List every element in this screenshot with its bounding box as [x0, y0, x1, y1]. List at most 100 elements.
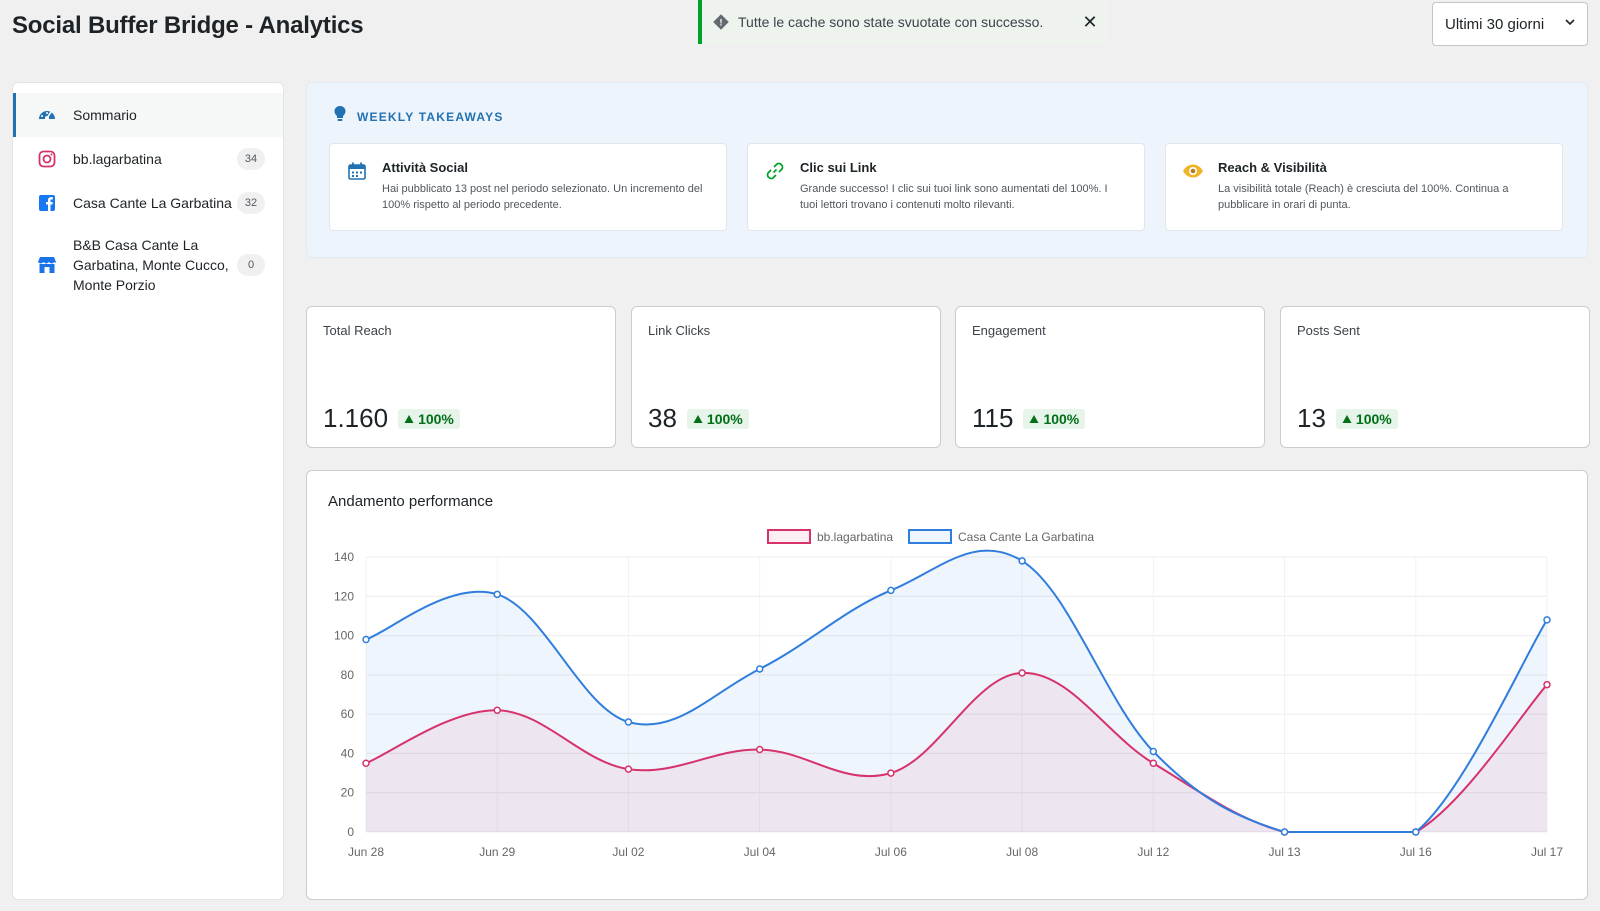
count-badge: 0	[237, 254, 265, 276]
data-point	[362, 635, 370, 644]
x-tick-label: Jul 16	[1400, 845, 1432, 859]
success-notice: ! Tutte le cache sono state svuotate con…	[698, 0, 1108, 44]
takeaway-card-reach: Reach & Visibilità La visibilità totale …	[1165, 143, 1563, 231]
x-tick-label: Jul 04	[744, 845, 776, 859]
y-tick-label: 80	[341, 668, 355, 682]
takeaways-title: WEEKLY TAKEAWAYS	[357, 109, 504, 124]
data-point	[493, 590, 501, 599]
sidebar-item-google-business[interactable]: B&B Casa Cante La Garbatina, Monte Cucco…	[13, 225, 283, 305]
data-point	[1412, 828, 1420, 836]
kpi-card-link-clicks: Link Clicks 38 100%	[631, 306, 941, 448]
series-line	[365, 549, 1548, 833]
chevron-down-icon	[1563, 15, 1577, 33]
takeaway-card-social: Attività Social Hai pubblicato 13 post n…	[329, 143, 727, 231]
kpi-delta: 100%	[1355, 410, 1392, 427]
y-tick-label: 120	[334, 589, 354, 603]
kpi-delta-badge: 100%	[1023, 408, 1086, 429]
takeaway-card-title: Clic sui Link	[800, 160, 877, 175]
kpi-card-posts-sent: Posts Sent 13 100%	[1280, 306, 1590, 448]
legend-label: bb.lagarbatina	[817, 530, 893, 544]
data-point	[1543, 616, 1551, 624]
y-tick-label: 60	[341, 707, 355, 721]
x-tick-label: Jun 29	[479, 845, 515, 859]
takeaway-card-text: Hai pubblicato 13 post nel periodo selez…	[382, 183, 703, 211]
kpi-value: 38	[648, 403, 677, 433]
chart-title: Andamento performance	[328, 493, 494, 510]
diamond-icon: !	[712, 13, 730, 31]
kpi-delta-badge: 100%	[686, 408, 749, 429]
sidebar-item-facebook[interactable]: Casa Cante La Garbatina 32	[13, 181, 283, 225]
data-point	[1280, 828, 1289, 836]
eye-icon	[1182, 160, 1204, 182]
count-badge: 34	[237, 148, 265, 170]
triangle-up-icon	[404, 414, 414, 423]
kpi-label: Link Clicks	[648, 323, 711, 338]
data-point	[624, 718, 633, 726]
data-point	[362, 759, 370, 767]
x-tick-label: Jul 06	[875, 845, 907, 859]
kpi-delta: 100%	[1043, 410, 1080, 427]
legend-swatch	[908, 529, 952, 544]
period-select-value: Ultimi 30 giorni	[1445, 15, 1545, 33]
x-tick-label: Jul 08	[1006, 845, 1038, 859]
dashboard-icon	[35, 103, 59, 127]
kpi-card-total-reach: Total Reach 1.160 100%	[306, 306, 616, 448]
data-point	[755, 745, 764, 754]
period-select[interactable]: Ultimi 30 giorni	[1432, 2, 1588, 46]
data-point	[1149, 759, 1158, 767]
page-title: Social Buffer Bridge - Analytics	[12, 12, 364, 39]
x-tick-label: Jun 28	[348, 845, 384, 859]
kpi-delta: 100%	[418, 410, 454, 427]
kpi-value: 115	[972, 403, 1014, 433]
x-tick-label: Jul 17	[1531, 845, 1563, 859]
kpi-value: 1.160	[323, 403, 389, 433]
takeaway-card-text: Grande successo! I clic sui tuoi link so…	[800, 183, 1108, 211]
store-icon	[35, 253, 59, 277]
data-point	[493, 706, 501, 714]
sidebar-item-sommario[interactable]: Sommario	[13, 93, 283, 137]
data-point	[1543, 680, 1551, 689]
kpi-value: 13	[1297, 403, 1326, 433]
triangle-up-icon	[1342, 414, 1352, 423]
data-point	[1018, 669, 1026, 677]
sidebar-item-label: bb.lagarbatina	[73, 151, 162, 167]
triangle-up-icon	[693, 414, 703, 423]
performance-chart: 0 20 40 60 80 100 120 140 Jun 28 Jun 29 Jul 02 Jul …	[334, 529, 1563, 859]
sidebar-item-label: B&B Casa Cante La Garbatina, Monte Cucco…	[73, 237, 229, 293]
series-area	[366, 672, 1547, 832]
takeaway-card-title: Reach & Visibilità	[1218, 160, 1327, 175]
performance-chart-card: 0 20 40 60 80 100 120 140 Jun 28 Jun 29 Jul 02 Jul …	[306, 470, 1588, 900]
y-tick-label: 40	[341, 746, 355, 760]
kpi-label: Total Reach	[323, 323, 392, 338]
notice-text: Tutte le cache sono state svuotate con s…	[738, 14, 1044, 30]
kpi-delta-badge: 100%	[398, 408, 460, 429]
data-point	[1018, 557, 1026, 565]
kpi-delta-badge: 100%	[1335, 408, 1398, 429]
y-tick-label: 100	[334, 629, 354, 643]
lightbulb-icon	[333, 105, 347, 128]
kpi-card-engagement: Engagement 115 100%	[955, 306, 1265, 448]
x-tick-label: Jul 12	[1137, 845, 1169, 859]
kpi-label: Posts Sent	[1297, 323, 1360, 338]
takeaway-card-text: La visibilità totale (Reach) è cresciuta…	[1218, 183, 1509, 211]
sidebar-item-instagram[interactable]: bb.lagarbatina 34	[13, 137, 283, 181]
y-tick-label: 0	[347, 825, 354, 839]
data-point	[755, 665, 764, 673]
sidebar-item-label: Casa Cante La Garbatina	[73, 195, 232, 211]
data-point	[624, 765, 633, 773]
facebook-icon	[35, 191, 59, 215]
x-tick-label: Jul 13	[1269, 845, 1301, 859]
kpi-delta: 100%	[706, 410, 743, 427]
data-point	[1149, 747, 1158, 756]
close-icon[interactable]: ✕	[1082, 11, 1098, 32]
takeaway-card-title: Attività Social	[382, 160, 468, 175]
instagram-icon	[35, 147, 59, 171]
legend-swatch	[767, 529, 811, 544]
svg-text:!: !	[720, 18, 723, 28]
triangle-up-icon	[1029, 414, 1039, 423]
sidebar: Sommario bb.lagarbatina 34 Casa Cante La…	[12, 82, 284, 900]
y-tick-label: 20	[341, 786, 355, 800]
weekly-takeaways-panel: WEEKLY TAKEAWAYS Attività Social Hai pub…	[306, 82, 1588, 258]
y-tick-label: 140	[334, 550, 354, 564]
sidebar-item-label: Sommario	[73, 107, 137, 123]
